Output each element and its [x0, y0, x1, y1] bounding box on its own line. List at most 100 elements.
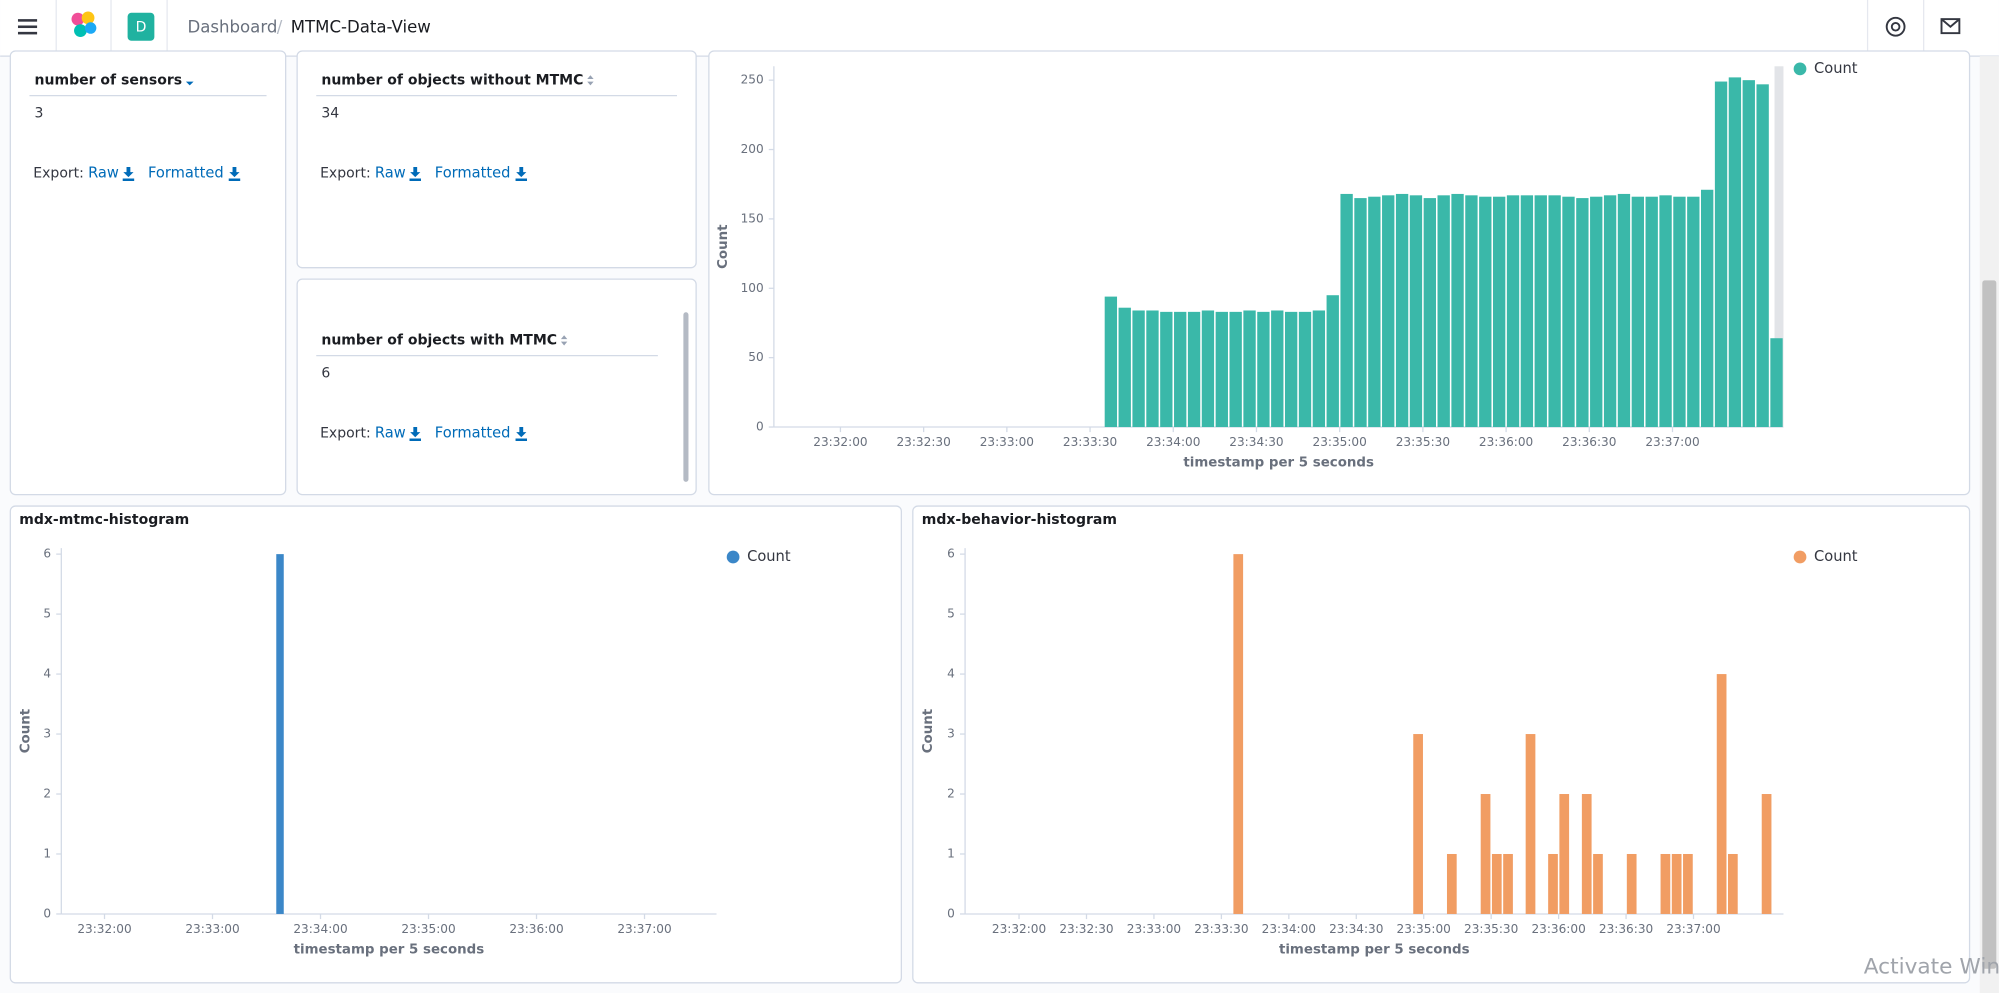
bar[interactable]: [1423, 198, 1436, 428]
bar[interactable]: [1562, 196, 1575, 428]
bar[interactable]: [1617, 193, 1631, 428]
y-tick-label: 0: [756, 420, 764, 434]
bar[interactable]: [1687, 196, 1700, 428]
bar[interactable]: [1534, 195, 1547, 428]
bar[interactable]: [1506, 195, 1520, 428]
legend-label[interactable]: Count: [1814, 548, 1858, 565]
bar[interactable]: [1770, 338, 1783, 428]
bar[interactable]: [1271, 310, 1284, 428]
y-tick-label: 3: [947, 727, 955, 741]
help-button[interactable]: [1885, 16, 1906, 37]
bar[interactable]: [1659, 195, 1672, 428]
logo-part: [81, 11, 95, 25]
bar[interactable]: [1742, 80, 1755, 428]
bar[interactable]: [1581, 794, 1592, 914]
x-tick-label: 23:34:00: [1262, 922, 1316, 936]
bar[interactable]: [1382, 195, 1395, 428]
y-tick-label: 100: [741, 281, 764, 295]
page-scrollbar-thumb[interactable]: [1982, 280, 1997, 969]
bar[interactable]: [1479, 196, 1492, 428]
bar[interactable]: [1683, 853, 1693, 914]
export-formatted[interactable]: Formatted: [148, 164, 224, 181]
bar[interactable]: [1409, 195, 1423, 428]
legend-swatch[interactable]: [1793, 62, 1807, 76]
bar[interactable]: [1451, 193, 1464, 428]
metric-header[interactable]: number of objects with MTMC: [321, 332, 557, 348]
bar[interactable]: [1716, 674, 1727, 914]
bar[interactable]: [1118, 307, 1131, 428]
bar[interactable]: [1413, 734, 1423, 914]
bar[interactable]: [1761, 794, 1772, 914]
x-tick-label: 23:36:30: [1599, 922, 1653, 936]
bar[interactable]: [1728, 77, 1742, 428]
bar[interactable]: [1243, 310, 1256, 428]
bar[interactable]: [1160, 311, 1173, 428]
bar[interactable]: [1480, 794, 1491, 914]
bar[interactable]: [1673, 196, 1686, 428]
bar[interactable]: [1520, 195, 1534, 428]
bar[interactable]: [1631, 196, 1645, 428]
export-formatted[interactable]: Formatted: [435, 424, 511, 441]
bar[interactable]: [276, 554, 284, 914]
bar[interactable]: [1146, 310, 1159, 428]
bar[interactable]: [1548, 853, 1558, 914]
logo[interactable]: [71, 11, 97, 37]
panel-scrollbar[interactable]: [683, 312, 689, 482]
bar[interactable]: [1132, 310, 1145, 428]
bar[interactable]: [1491, 853, 1502, 914]
bar[interactable]: [1298, 311, 1312, 428]
bar[interactable]: [1492, 196, 1506, 428]
metric-header[interactable]: number of objects without MTMC: [321, 72, 583, 88]
bar[interactable]: [1645, 196, 1658, 428]
bar[interactable]: [1354, 198, 1367, 428]
legend-label[interactable]: Count: [747, 548, 791, 565]
y-tick-label: 6: [947, 547, 955, 561]
bar[interactable]: [1525, 734, 1536, 914]
bar[interactable]: [1593, 853, 1603, 914]
breadcrumb[interactable]: Dashboard: [188, 18, 278, 37]
bar[interactable]: [1326, 295, 1339, 428]
bar[interactable]: [1701, 189, 1714, 428]
menu-bar: [17, 31, 38, 35]
x-tick-label: 23:36:00: [1479, 435, 1533, 449]
export-raw[interactable]: Raw: [88, 164, 119, 181]
export-raw[interactable]: Raw: [375, 424, 406, 441]
space-avatar[interactable]: [127, 12, 155, 41]
bar[interactable]: [1603, 195, 1617, 428]
bar[interactable]: [1756, 84, 1769, 428]
mail-button[interactable]: [1940, 18, 1961, 35]
export-raw[interactable]: Raw: [375, 164, 406, 181]
bar[interactable]: [1503, 853, 1513, 914]
bar[interactable]: [1714, 81, 1728, 428]
bar[interactable]: [1446, 853, 1457, 914]
bar[interactable]: [1465, 195, 1478, 428]
bar[interactable]: [1104, 296, 1118, 428]
bar[interactable]: [1201, 310, 1215, 428]
bar[interactable]: [1229, 311, 1242, 428]
bar[interactable]: [1187, 311, 1201, 428]
bar[interactable]: [1660, 853, 1671, 914]
bar[interactable]: [1215, 311, 1228, 428]
bar[interactable]: [1174, 311, 1187, 428]
bar[interactable]: [1559, 794, 1570, 914]
bar[interactable]: [1437, 195, 1450, 428]
legend-swatch[interactable]: [726, 550, 740, 564]
legend-swatch[interactable]: [1793, 550, 1807, 564]
bar[interactable]: [1368, 196, 1381, 428]
bar[interactable]: [1576, 198, 1589, 428]
bar[interactable]: [1257, 311, 1270, 428]
bar[interactable]: [1233, 554, 1244, 914]
bar[interactable]: [1284, 311, 1298, 428]
metric-header[interactable]: number of sensors: [35, 72, 183, 88]
bar[interactable]: [1548, 195, 1561, 428]
export-formatted[interactable]: Formatted: [435, 164, 511, 181]
bar[interactable]: [1312, 310, 1326, 428]
bar[interactable]: [1728, 853, 1738, 914]
legend-label[interactable]: Count: [1814, 60, 1858, 77]
bar[interactable]: [1626, 853, 1637, 914]
bar[interactable]: [1671, 853, 1682, 914]
bar[interactable]: [1395, 193, 1409, 428]
bar[interactable]: [1340, 193, 1353, 428]
menu-button[interactable]: [17, 19, 38, 35]
bar[interactable]: [1590, 196, 1603, 428]
